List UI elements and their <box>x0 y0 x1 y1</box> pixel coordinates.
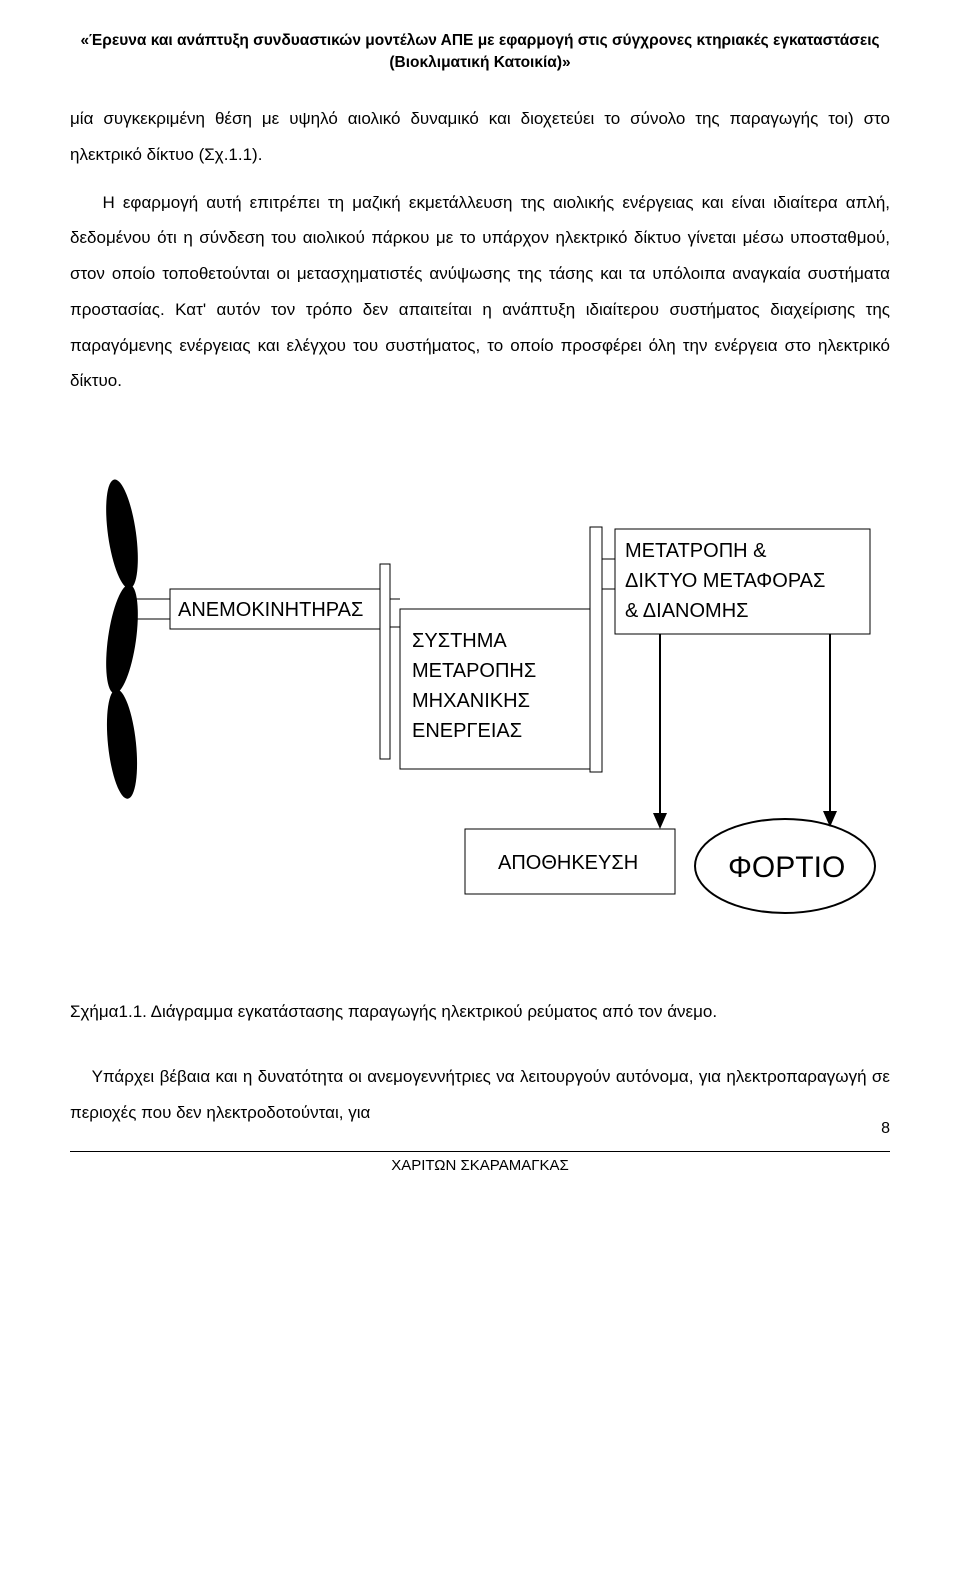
label-anemokin: ΑΝΕΜΟΚΙΝΗΤΗΡΑΣ <box>178 599 363 621</box>
label-fortio: ΦΟΡΤΙΟ <box>728 851 845 884</box>
edge-metatrop-apothik <box>653 634 667 829</box>
label-metatrop-1: ΜΕΤΑΤΡΟΠΗ & <box>625 540 767 562</box>
figure-caption: Σχήμα1.1. Διάγραμμα εγκατάστασης παραγωγ… <box>70 999 890 1025</box>
label-metatrop-3: & ΔΙΑΝΟΜΗΣ <box>625 600 749 622</box>
flowchart-diagram: ΑΝΕΜΟΚΙΝΗΤΗΡΑΣ ΣΥΣΤΗΜΑ ΜΕΤΑΡΟΠΗΣ ΜΗΧΑΝΙΚ… <box>70 439 890 939</box>
label-apothik: ΑΠΟΘΗΚΕΥΣΗ <box>498 852 638 874</box>
node-sysmeta: ΣΥΣΤΗΜΑ ΜΕΤΑΡΟΠΗΣ ΜΗΧΑΝΙΚΗΣ ΕΝΕΡΓΕΙΑΣ <box>400 609 590 769</box>
node-metatrop: ΜΕΤΑΤΡΟΠΗ & ΔΙΚΤΥΟ ΜΕΤΑΦΟΡΑΣ & ΔΙΑΝΟΜΗΣ <box>615 529 870 634</box>
footer-author: ΧΑΡΙΤΩΝ ΣΚΑΡΑΜΑΓΚΑΣ <box>70 1154 890 1177</box>
node-anemokin: ΑΝΕΜΟΚΙΝΗΤΗΡΑΣ <box>170 589 380 629</box>
paragraph-1: μία συγκεκριμένη θέση με υψηλό αιολικό δ… <box>70 101 890 172</box>
label-sysmeta-3: ΜΗΧΑΝΙΚΗΣ <box>412 690 530 712</box>
label-sysmeta-2: ΜΕΤΑΡΟΠΗΣ <box>412 660 536 682</box>
paragraph-2: Η εφαρμογή αυτή επιτρέπει τη μαζική εκμε… <box>70 185 890 399</box>
node-fortio: ΦΟΡΤΙΟ <box>695 819 875 913</box>
header-line2: (Βιοκλιματική Κατοικία)» <box>389 54 570 71</box>
edge-sysmeta-metatrop <box>590 527 615 772</box>
node-apothik: ΑΠΟΘΗΚΕΥΣΗ <box>465 829 675 894</box>
page-header: «Έρευνα και ανάπτυξη συνδυαστικών μοντέλ… <box>70 30 890 73</box>
label-metatrop-2: ΔΙΚΤΥΟ ΜΕΤΑΦΟΡΑΣ <box>625 570 825 592</box>
turbine-icon <box>100 477 170 800</box>
header-line1: «Έρευνα και ανάπτυξη συνδυαστικών μοντέλ… <box>80 32 879 49</box>
edge-anemokin-sysmeta <box>380 564 400 759</box>
flowchart-svg: ΑΝΕΜΟΚΙΝΗΤΗΡΑΣ ΣΥΣΤΗΜΑ ΜΕΤΑΡΟΠΗΣ ΜΗΧΑΝΙΚ… <box>70 439 890 939</box>
label-sysmeta-4: ΕΝΕΡΓΕΙΑΣ <box>412 720 522 742</box>
label-sysmeta-1: ΣΥΣΤΗΜΑ <box>412 630 507 652</box>
footer-row: ΧΑΡΙΤΩΝ ΣΚΑΡΑΜΑΓΚΑΣ <box>70 1152 890 1177</box>
edge-metatrop-fortio <box>823 634 837 827</box>
